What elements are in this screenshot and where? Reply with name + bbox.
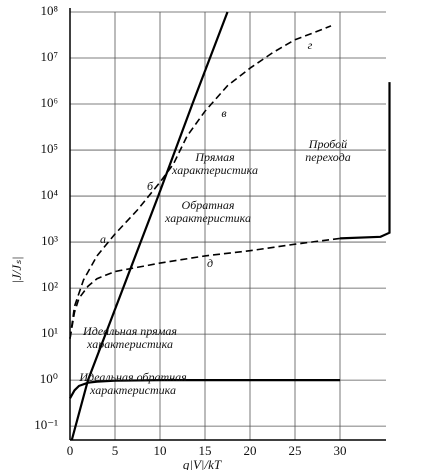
y-axis-label: |J/Jₛ| bbox=[9, 256, 24, 283]
y-tick-label: 10⁰ bbox=[40, 371, 58, 386]
annotation: Пробой bbox=[308, 137, 347, 151]
curve bbox=[69, 379, 340, 399]
curve bbox=[70, 11, 229, 441]
annotation: характеристика bbox=[171, 163, 258, 177]
annotation: Обратная bbox=[182, 198, 235, 212]
x-tick-label: 25 bbox=[289, 443, 302, 458]
y-tick-label: 10⁵ bbox=[40, 141, 58, 156]
annotation: Идеальная обратная bbox=[78, 370, 187, 384]
y-tick-label: 10⁴ bbox=[40, 187, 58, 202]
x-tick-label: 20 bbox=[244, 443, 257, 458]
annotation: характеристика bbox=[164, 211, 251, 225]
y-tick-label: 10⁷ bbox=[40, 49, 58, 64]
x-tick-label: 30 bbox=[334, 443, 347, 458]
curve bbox=[339, 82, 391, 240]
y-tick-label: 10² bbox=[41, 279, 58, 294]
x-tick-label: 0 bbox=[67, 443, 74, 458]
annotation: Идеальная прямая bbox=[82, 324, 177, 338]
annotation: характеристика bbox=[86, 337, 173, 351]
annotation: в bbox=[221, 106, 226, 120]
x-tick-label: 5 bbox=[112, 443, 119, 458]
x-tick-label: 15 bbox=[199, 443, 212, 458]
x-axis-label: q|V|/kT bbox=[183, 457, 222, 470]
x-tick-label: 10 bbox=[154, 443, 167, 458]
annotation: д bbox=[207, 256, 213, 270]
annotation: Прямая bbox=[194, 150, 235, 164]
y-tick-label: 10⁶ bbox=[40, 95, 58, 110]
annotation: г bbox=[308, 38, 313, 52]
annotation: характеристика bbox=[89, 383, 176, 397]
curve bbox=[69, 25, 332, 339]
annotation: б bbox=[147, 179, 154, 193]
annotation: а bbox=[100, 232, 106, 246]
y-tick-label: 10¹ bbox=[41, 325, 58, 340]
annotation: перехода bbox=[305, 150, 350, 164]
y-tick-label: 10⁸ bbox=[40, 3, 58, 18]
y-tick-label: 10⁻¹ bbox=[34, 417, 58, 432]
y-tick-label: 10³ bbox=[41, 233, 58, 248]
curve bbox=[69, 237, 341, 339]
